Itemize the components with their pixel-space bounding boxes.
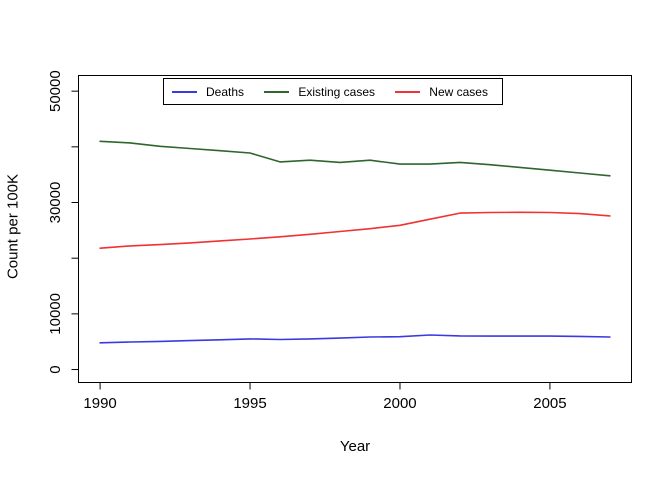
x-tick-label: 2005 (533, 395, 566, 412)
legend-entry-deaths: Deaths (172, 85, 244, 99)
y-tick-label: 30000 (47, 182, 64, 224)
y-tick-label: 0 (47, 365, 64, 373)
x-tick-label: 1995 (233, 395, 266, 412)
x-tick-label: 2000 (383, 395, 416, 412)
y-axis-ticks (71, 90, 79, 371)
legend: Deaths Existing cases New cases (163, 78, 503, 105)
x-axis-ticks (99, 382, 551, 390)
legend-line-deaths (172, 90, 197, 93)
legend-label-new-cases: New cases (429, 84, 488, 99)
line-new-cases (99, 211, 611, 249)
line-deaths (99, 334, 611, 344)
x-axis-tick-labels: 1990 1995 2000 2005 (83, 395, 566, 412)
x-tick-label: 1990 (83, 395, 116, 412)
plot-box (78, 75, 632, 383)
y-axis-title: Count per 100K (4, 173, 22, 280)
legend-label-existing-cases: Existing cases (298, 84, 376, 99)
x-axis-title: Year (339, 438, 371, 455)
legend-line-new-cases (395, 90, 421, 93)
y-tick-label: 10000 (47, 293, 64, 335)
legend-label-deaths: Deaths (206, 84, 245, 99)
line-existing-cases (99, 140, 611, 177)
legend-line-existing-cases (264, 90, 290, 93)
series-lines (99, 140, 611, 344)
y-axis-tick-labels: 0 10000 30000 50000 (47, 70, 64, 373)
legend-entry-existing-cases: Existing cases (264, 85, 375, 99)
legend-entry-new-cases: New cases (395, 85, 488, 99)
y-tick-label: 50000 (47, 70, 64, 112)
